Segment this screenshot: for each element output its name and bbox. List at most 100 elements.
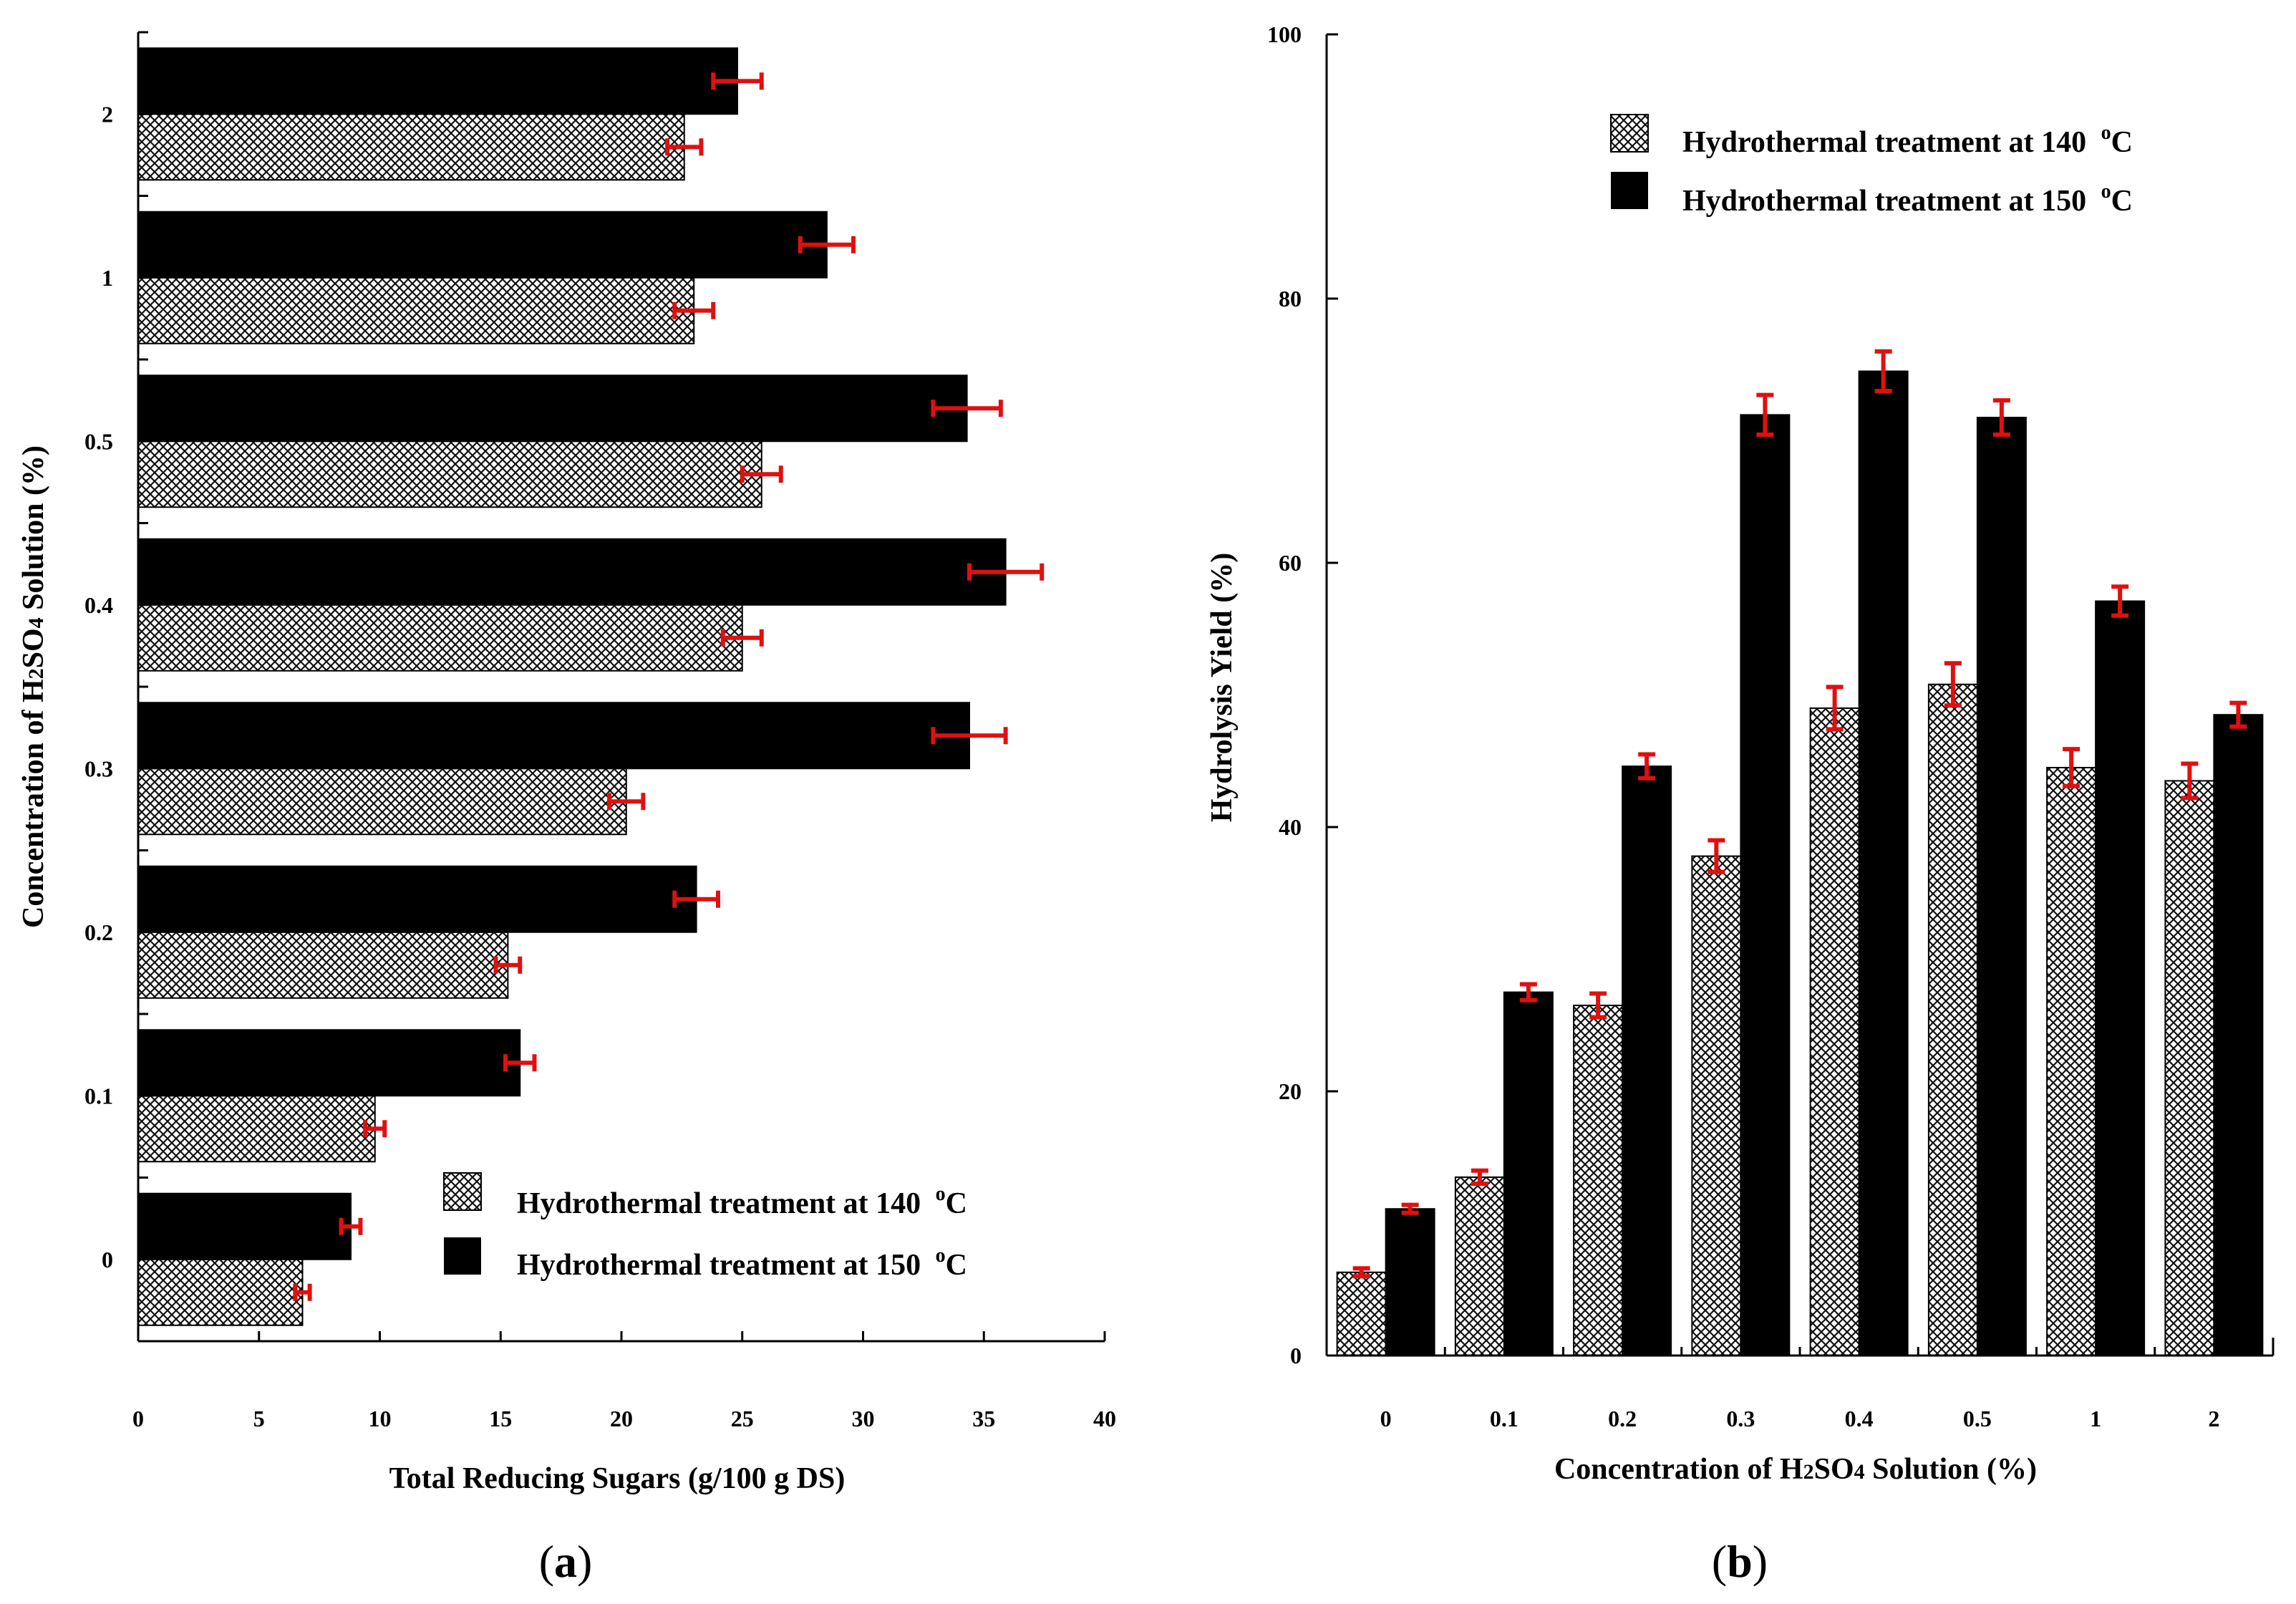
chart-b-bars: [1336, 370, 2264, 1357]
bar-b-140-0.2: [1573, 1005, 1624, 1356]
bar-b-140-0.1: [1454, 1176, 1505, 1357]
chart-a-x-label: Total Reducing Sugars (g/100 g DS): [389, 1462, 846, 1495]
bar-b-150-0.1: [1503, 991, 1554, 1356]
bar-b-140-1: [2046, 766, 2097, 1356]
chart-a-y-tick-label: 1: [102, 265, 113, 291]
bar-a-150-2: [137, 47, 738, 115]
bar-a-140-1: [137, 276, 695, 344]
errorbar-b-150-0.1: [1519, 982, 1537, 1002]
bar-b-140-0.3: [1691, 855, 1742, 1356]
chart-b-y-tick-label: 100: [1267, 21, 1302, 47]
chart-b-y-tick-label: 20: [1279, 1078, 1302, 1104]
chart-a-panel-label: (a): [539, 1536, 593, 1587]
chart-b-x-tick-label: 1: [2090, 1406, 2101, 1431]
bar-a-150-0.3: [137, 702, 970, 770]
bar-b-150-0.3: [1740, 414, 1791, 1356]
chart-a-legend-label-140: Hydrothermal treatment at 140 oC: [517, 1183, 967, 1220]
bar-a-150-0.1: [137, 1029, 521, 1097]
bar-a-150-1: [137, 211, 828, 279]
errorbar-a-140-0.5: [740, 465, 783, 483]
chart-b-panel-label: (b): [1712, 1536, 1768, 1587]
errorbar-b-140-0: [1352, 1266, 1370, 1279]
errorbar-b-140-0.5: [1944, 661, 1962, 708]
chart-b-legend-swatch-150: [1611, 172, 1648, 209]
errorbar-a-150-0.5: [931, 400, 1003, 417]
bar-b-150-0: [1385, 1208, 1435, 1356]
bar-b-150-0.2: [1622, 765, 1672, 1356]
errorbar-b-140-0.4: [1826, 685, 1844, 732]
errorbar-a-140-0.2: [493, 956, 523, 974]
errorbar-b-150-0.3: [1756, 392, 1774, 438]
bar-a-140-0.2: [137, 931, 509, 999]
errorbar-a-150-0.4: [967, 563, 1045, 581]
chart-b-y-label: Hydrolysis Yield (%): [1206, 553, 1239, 822]
errorbar-a-150-0.3: [931, 727, 1008, 745]
errorbar-b-140-1: [2063, 747, 2081, 788]
chart-b-y-tick-label: 60: [1279, 550, 1302, 576]
chart-a-x-tick-label: 25: [731, 1406, 754, 1431]
chart-a-legend-swatch-150: [444, 1237, 481, 1275]
chart-a-y-tick-label: 2: [102, 101, 113, 127]
bar-a-140-0.3: [137, 768, 627, 836]
chart-a-error-bars: [293, 72, 1045, 1301]
bar-b-140-2: [2164, 780, 2215, 1357]
chart-a-bars: [137, 47, 1007, 1326]
chart-b-legend: Hydrothermal treatment at 140 oC Hydroth…: [1610, 114, 2133, 218]
bar-b-150-0.5: [1976, 417, 2027, 1356]
bar-b-150-1: [2095, 600, 2146, 1356]
errorbar-a-140-0.3: [607, 793, 646, 811]
chart-b-x-tick-label: 0: [1380, 1406, 1392, 1431]
errorbar-b-150-0: [1401, 1202, 1419, 1215]
bar-b-150-2: [2213, 714, 2264, 1356]
chart-b-x-tick-label: 0.3: [1726, 1406, 1755, 1431]
bar-b-150-0.4: [1858, 370, 1909, 1356]
chart-b-x-tick-label: 0.2: [1608, 1406, 1637, 1431]
bar-a-140-0.4: [137, 604, 743, 672]
chart-a-x-tick-label: 20: [610, 1406, 633, 1431]
chart-b-legend-label-150: Hydrothermal treatment at 150 oC: [1682, 180, 2133, 218]
chart-a-y-tick-label: 0.1: [84, 1083, 113, 1108]
chart-b-x-label: Concentration of H2SO4 Solution (%): [1554, 1453, 2037, 1486]
bar-a-150-0.5: [137, 375, 968, 443]
chart-a-legend: Hydrothermal treatment at 140 oC Hydroth…: [443, 1172, 967, 1282]
errorbar-b-140-0.3: [1708, 838, 1725, 874]
errorbar-a-140-0: [293, 1283, 312, 1301]
chart-a-y-tick-label: 0: [102, 1247, 113, 1272]
errorbar-a-140-0.4: [720, 629, 764, 647]
chart-a-x-tick-label: 0: [132, 1406, 144, 1431]
bar-b-140-0.5: [1927, 683, 1978, 1356]
errorbar-b-140-0.1: [1471, 1168, 1488, 1187]
errorbar-a-140-0.1: [363, 1120, 387, 1138]
bar-a-140-2: [137, 113, 685, 181]
chart-b-x-tick-label: 0.5: [1963, 1406, 1992, 1431]
chart-a-y-label: Concentration of H2SO4 Solution (%): [17, 445, 50, 928]
errorbar-b-150-0.4: [1874, 349, 1892, 394]
chart-a-y-tick-label: 0.4: [84, 592, 113, 618]
bar-a-150-0: [137, 1192, 352, 1260]
errorbar-b-140-2: [2181, 761, 2199, 801]
errorbar-a-150-1: [798, 236, 856, 253]
chart-a-x-tick-label: 30: [852, 1406, 875, 1431]
bar-a-150-0.2: [137, 865, 697, 933]
chart-a-x-tick-label: 10: [369, 1406, 392, 1431]
errorbar-a-150-0.2: [672, 890, 720, 908]
errorbar-a-140-2: [665, 138, 704, 156]
chart-b-legend-label-140: Hydrothermal treatment at 140 oC: [1682, 122, 2133, 159]
bar-a-140-0: [137, 1258, 304, 1326]
chart-a-legend-label-150: Hydrothermal treatment at 150 oC: [517, 1245, 967, 1282]
errorbar-b-150-0.2: [1638, 752, 1656, 781]
errorbar-b-150-2: [2229, 700, 2247, 729]
errorbar-b-150-0.5: [1992, 398, 2010, 438]
chart-b-y-tick-label: 40: [1279, 814, 1302, 840]
chart-b-y-tick-label: 80: [1279, 286, 1302, 311]
bar-a-140-0.5: [137, 440, 762, 508]
errorbar-a-150-0: [339, 1217, 363, 1235]
chart-a-x-tick-label: 5: [253, 1406, 265, 1431]
chart-b-y-tick-label: 0: [1290, 1343, 1302, 1368]
chart-b-x-tick-label: 0.4: [1845, 1406, 1874, 1431]
